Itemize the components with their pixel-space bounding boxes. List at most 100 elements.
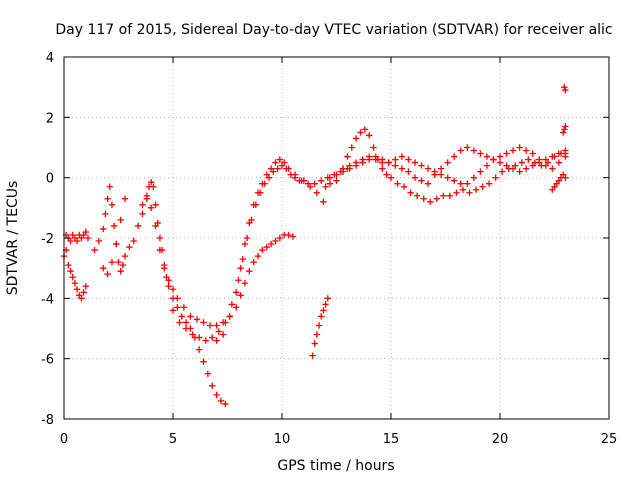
data-point xyxy=(119,261,127,269)
data-point xyxy=(503,162,510,169)
data-point xyxy=(195,346,203,353)
data-point xyxy=(398,153,406,160)
series-track-c xyxy=(91,183,129,275)
data-point xyxy=(246,219,253,227)
series-track-b xyxy=(62,228,92,245)
data-point xyxy=(561,126,568,133)
series-track-l xyxy=(339,144,569,187)
data-point xyxy=(420,195,427,202)
data-point xyxy=(361,126,369,133)
data-point xyxy=(250,201,257,209)
data-point xyxy=(174,295,181,302)
data-point xyxy=(470,147,478,154)
y-tick-label: -4 xyxy=(41,292,54,307)
data-point xyxy=(522,147,530,154)
data-point xyxy=(117,216,124,224)
data-point xyxy=(392,156,399,163)
data-point xyxy=(509,165,517,172)
grid-lines xyxy=(64,57,609,419)
data-point xyxy=(180,304,188,311)
data-point xyxy=(418,162,425,169)
data-point xyxy=(298,177,305,184)
data-point xyxy=(555,150,563,157)
data-point xyxy=(346,162,353,169)
data-point xyxy=(529,150,536,157)
series-track-a xyxy=(60,246,89,302)
data-point xyxy=(219,331,227,338)
data-point xyxy=(372,153,379,160)
data-point xyxy=(315,322,323,329)
data-point xyxy=(562,86,569,94)
data-point xyxy=(318,313,325,320)
data-point xyxy=(326,174,334,181)
data-point xyxy=(267,240,275,248)
data-point xyxy=(466,189,473,196)
data-point xyxy=(276,156,284,163)
data-point xyxy=(424,180,432,187)
y-tick-label: 0 xyxy=(46,172,54,187)
data-point xyxy=(213,322,220,329)
data-point xyxy=(383,171,390,178)
data-point xyxy=(451,177,458,184)
data-point xyxy=(130,237,137,245)
data-point xyxy=(67,267,74,275)
data-point xyxy=(562,123,569,130)
data-point xyxy=(394,180,401,187)
data-point xyxy=(237,292,244,299)
x-tick-label: 25 xyxy=(601,432,618,447)
data-point xyxy=(82,228,89,236)
x-tick-label: 20 xyxy=(492,432,509,447)
data-point xyxy=(498,168,506,175)
data-point xyxy=(222,400,229,408)
data-point xyxy=(182,325,190,332)
data-point xyxy=(200,319,207,326)
data-point xyxy=(370,144,377,151)
data-point xyxy=(106,183,113,190)
data-point xyxy=(379,156,386,163)
data-point xyxy=(226,313,233,320)
data-point xyxy=(241,240,249,248)
data-point xyxy=(407,189,414,196)
data-point xyxy=(366,132,373,139)
data-point xyxy=(516,144,523,151)
data-point xyxy=(233,304,240,311)
data-point xyxy=(542,156,549,163)
y-axis-title: SDTVAR / TECUs xyxy=(5,181,21,296)
y-tick-label: 2 xyxy=(46,111,54,126)
data-point xyxy=(562,150,569,157)
data-point xyxy=(200,358,207,365)
y-tick-labels: -8 -6 -4 -2 0 2 4 xyxy=(41,51,54,428)
data-point xyxy=(470,174,478,181)
data-point xyxy=(536,159,543,166)
data-point xyxy=(472,186,480,193)
data-point xyxy=(313,331,321,338)
x-axis-title: GPS time / hours xyxy=(277,458,394,474)
data-point xyxy=(274,165,281,172)
data-point xyxy=(165,277,172,284)
data-point xyxy=(139,210,146,218)
data-point xyxy=(320,307,327,314)
data-point xyxy=(313,189,321,196)
data-point xyxy=(431,171,438,178)
series-track-m xyxy=(549,171,569,193)
data-point xyxy=(209,334,216,341)
data-point xyxy=(115,258,122,266)
data-point xyxy=(457,180,464,187)
data-point xyxy=(483,162,491,169)
data-point xyxy=(285,231,292,239)
data-point xyxy=(84,234,92,242)
data-point xyxy=(254,189,262,196)
data-point xyxy=(204,370,212,377)
data-point xyxy=(263,243,270,251)
data-point xyxy=(280,159,288,166)
data-point xyxy=(228,301,236,308)
series-track-e xyxy=(126,178,229,408)
data-point xyxy=(304,180,312,187)
data-point xyxy=(400,183,408,190)
data-point xyxy=(217,397,225,405)
data-point xyxy=(411,174,419,181)
data-point xyxy=(285,165,292,172)
data-point xyxy=(143,195,151,202)
data-point xyxy=(243,234,251,242)
data-point xyxy=(392,162,399,169)
